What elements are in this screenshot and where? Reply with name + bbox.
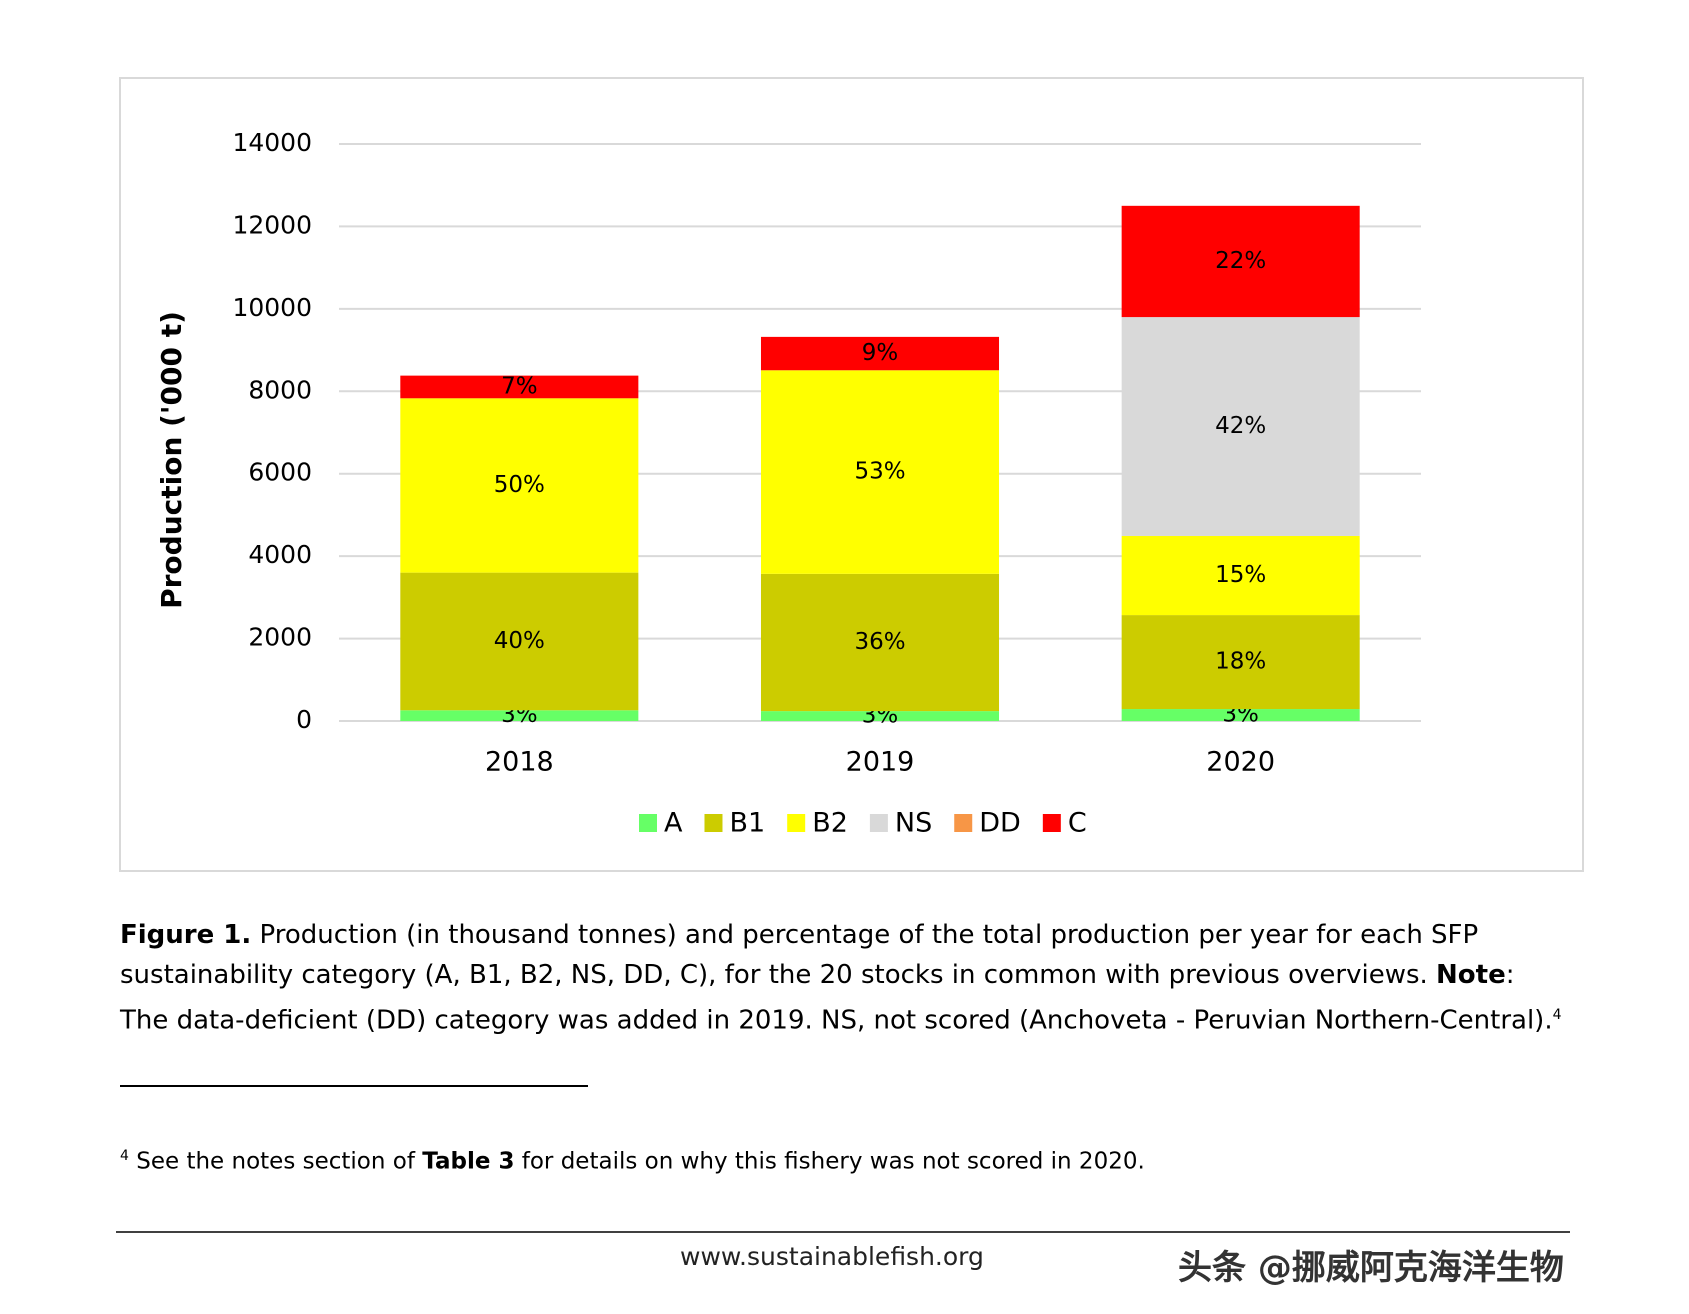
footnote-text: See the notes section of: [128, 1148, 423, 1175]
y-tick-label: 14000: [232, 128, 312, 157]
footnote-bold: Table 3: [422, 1148, 515, 1175]
data-label: 42%: [1215, 413, 1266, 439]
data-label: 7%: [501, 373, 538, 399]
data-label: 22%: [1215, 248, 1266, 274]
y-tick-label: 6000: [248, 458, 312, 487]
y-tick-label: 8000: [248, 375, 312, 404]
x-tick-label: 2019: [846, 747, 915, 778]
data-label: 53%: [854, 459, 905, 485]
data-label: 9%: [862, 340, 899, 366]
y-tick-label: 10000: [232, 293, 312, 322]
bar-segment: [760, 336, 1000, 371]
data-label: 50%: [494, 472, 545, 498]
bar-segment: [1121, 205, 1360, 318]
bar-segment: [1121, 709, 1360, 721]
bar-segment: [760, 370, 1000, 574]
caption-label: Figure 1.: [120, 920, 252, 950]
legend-swatch: [869, 814, 888, 832]
data-label: 15%: [1215, 562, 1266, 588]
footnote: 4 See the notes section of Table 3 for d…: [120, 1148, 1145, 1175]
bar-segment: [400, 375, 639, 399]
y-tick-label: 12000: [232, 210, 312, 239]
data-label: 18%: [1215, 649, 1266, 675]
x-tick-label: 2018: [485, 747, 554, 778]
legend-swatch: [639, 814, 657, 832]
footnote-marker: 4: [120, 1148, 129, 1164]
y-tick-label: 0: [296, 705, 312, 734]
caption-text: Production (in thousand tonnes) and perc…: [120, 920, 1479, 990]
x-tick-label: 2020: [1206, 747, 1275, 778]
y-tick-label: 2000: [248, 623, 312, 652]
caption: Figure 1. Production (in thousand tonnes…: [120, 915, 1570, 1041]
legend-swatch: [1042, 814, 1061, 832]
bar-segment: [760, 573, 1000, 712]
footer-url: www.sustainablefish.org: [680, 1242, 984, 1271]
legend-label: NS: [895, 808, 932, 839]
bar-segment: [760, 711, 1000, 721]
legend-label: A: [664, 808, 683, 839]
bar-segment: [400, 572, 639, 711]
legend-swatch: [787, 814, 806, 832]
data-label: 36%: [854, 629, 905, 655]
data-label: 40%: [494, 628, 545, 654]
legend-label: C: [1068, 808, 1087, 839]
bar-segment: [400, 710, 639, 721]
note-label: Note: [1436, 960, 1506, 990]
note-text: : The data-deficient (DD) category was a…: [120, 960, 1553, 1036]
legend-swatch: [704, 814, 723, 832]
bar-segment: [1121, 535, 1360, 616]
legend-label: DD: [979, 808, 1021, 839]
y-tick-label: 4000: [248, 540, 312, 569]
legend-swatch: [954, 814, 973, 832]
legend-label: B1: [729, 808, 765, 839]
bar-segment: [400, 398, 639, 573]
bar-segment: [1121, 317, 1360, 536]
y-axis-title: Production ('000 t): [155, 311, 188, 609]
watermark: 头条 @挪威阿克海洋生物: [1178, 1248, 1564, 1288]
bar-segment: [1121, 615, 1360, 710]
legend-label: B2: [812, 808, 848, 839]
footnote-ref: 4: [1552, 1007, 1562, 1023]
footnote-text: for details on why this fishery was not …: [514, 1148, 1145, 1175]
